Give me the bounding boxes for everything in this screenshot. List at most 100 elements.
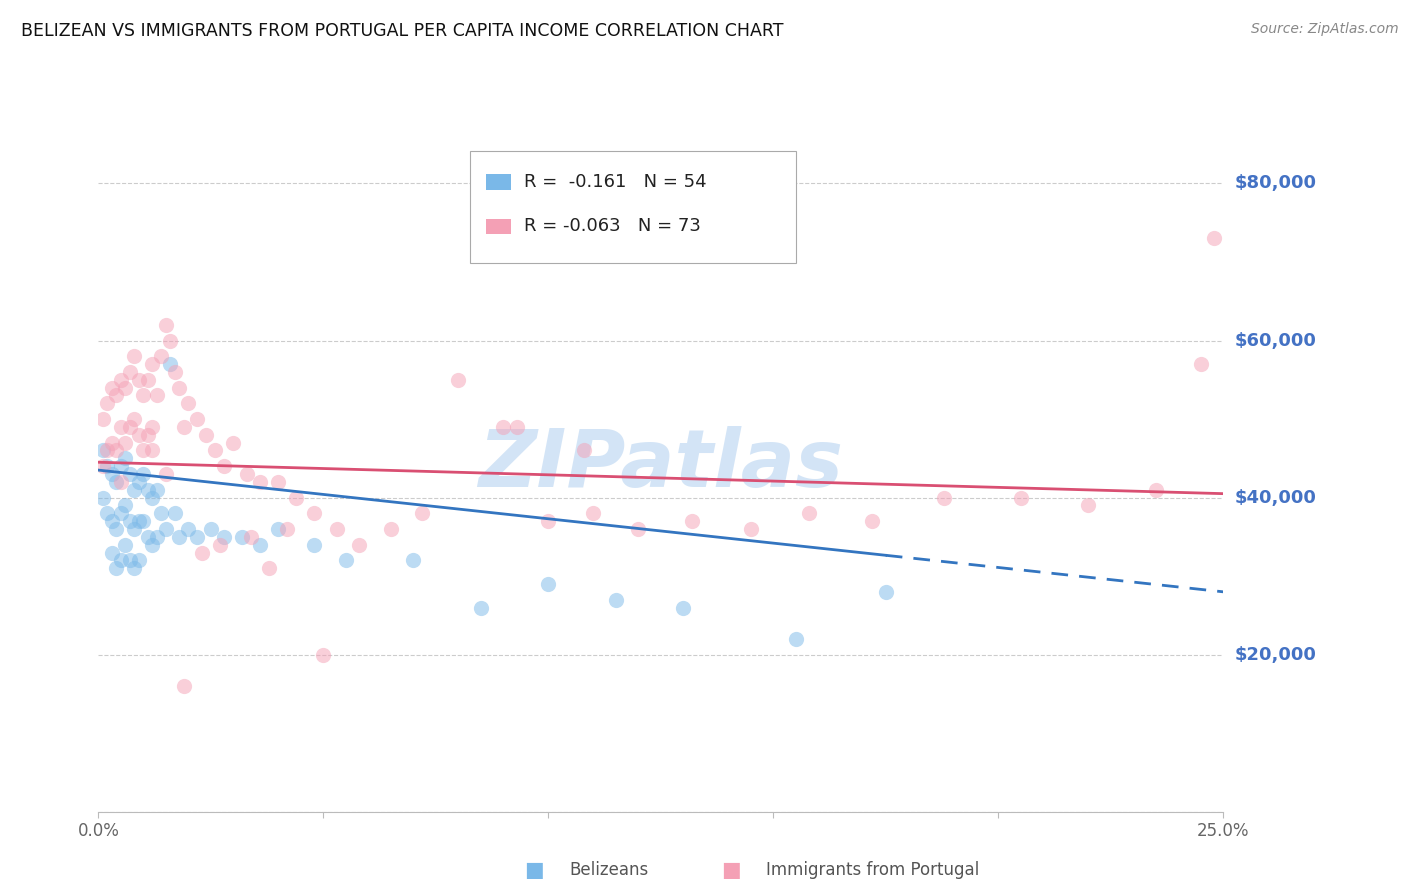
- Point: [114, 451, 136, 466]
- Point: [91, 491, 114, 505]
- Point: [214, 459, 236, 474]
- Point: [537, 577, 560, 591]
- Point: [326, 522, 349, 536]
- Point: [177, 396, 200, 410]
- Point: [155, 522, 177, 536]
- Point: [349, 538, 371, 552]
- Point: [492, 420, 515, 434]
- Point: [231, 530, 253, 544]
- Point: [141, 357, 163, 371]
- Point: [173, 420, 195, 434]
- Point: [402, 553, 425, 567]
- Point: [132, 388, 155, 402]
- Point: [128, 475, 150, 489]
- Point: [204, 443, 226, 458]
- Point: [150, 506, 173, 520]
- Point: [191, 545, 214, 559]
- Point: [150, 349, 173, 363]
- Point: [285, 491, 308, 505]
- Point: [1010, 491, 1032, 505]
- Point: [159, 357, 181, 371]
- Point: [249, 475, 271, 489]
- Point: [186, 412, 208, 426]
- Point: [132, 443, 155, 458]
- FancyBboxPatch shape: [470, 151, 796, 262]
- Point: [1077, 499, 1099, 513]
- Point: [91, 412, 114, 426]
- Point: [411, 506, 433, 520]
- Point: [118, 365, 141, 379]
- Text: $60,000: $60,000: [1234, 332, 1316, 350]
- Point: [1144, 483, 1167, 497]
- Point: [159, 334, 181, 348]
- Point: [169, 530, 191, 544]
- Point: [110, 459, 132, 474]
- Point: [875, 584, 897, 599]
- Point: [605, 592, 627, 607]
- Point: [91, 443, 114, 458]
- Point: [155, 318, 177, 332]
- Point: [537, 514, 560, 528]
- Point: [860, 514, 883, 528]
- Point: [146, 483, 169, 497]
- Point: [101, 514, 124, 528]
- Point: [114, 435, 136, 450]
- Point: [672, 600, 695, 615]
- Point: [740, 522, 762, 536]
- Point: [240, 530, 263, 544]
- Point: [136, 483, 159, 497]
- Point: [249, 538, 271, 552]
- Point: [934, 491, 956, 505]
- Point: [114, 381, 136, 395]
- Point: [1189, 357, 1212, 371]
- Point: [186, 530, 208, 544]
- Point: [105, 475, 128, 489]
- Point: [304, 506, 326, 520]
- Point: [132, 514, 155, 528]
- Text: $40,000: $40,000: [1234, 489, 1316, 507]
- Point: [146, 530, 169, 544]
- Point: [105, 522, 128, 536]
- Text: BELIZEAN VS IMMIGRANTS FROM PORTUGAL PER CAPITA INCOME CORRELATION CHART: BELIZEAN VS IMMIGRANTS FROM PORTUGAL PER…: [21, 22, 783, 40]
- Point: [118, 553, 141, 567]
- Point: [105, 388, 128, 402]
- FancyBboxPatch shape: [486, 219, 512, 235]
- Point: [304, 538, 326, 552]
- Point: [105, 443, 128, 458]
- Text: R =  -0.161   N = 54: R = -0.161 N = 54: [523, 173, 706, 191]
- Point: [259, 561, 281, 575]
- Point: [128, 373, 150, 387]
- Point: [141, 491, 163, 505]
- Point: [110, 373, 132, 387]
- Point: [627, 522, 650, 536]
- Text: Source: ZipAtlas.com: Source: ZipAtlas.com: [1251, 22, 1399, 37]
- Point: [124, 522, 146, 536]
- Point: [1204, 231, 1226, 245]
- Text: $20,000: $20,000: [1234, 646, 1316, 664]
- Point: [136, 427, 159, 442]
- Point: [267, 475, 290, 489]
- Point: [236, 467, 259, 481]
- Point: [200, 522, 222, 536]
- Point: [141, 443, 163, 458]
- Point: [312, 648, 335, 662]
- Text: ■: ■: [721, 860, 741, 880]
- Point: [136, 530, 159, 544]
- Point: [124, 412, 146, 426]
- Point: [163, 365, 186, 379]
- Point: [470, 600, 492, 615]
- Point: [118, 514, 141, 528]
- Point: [276, 522, 298, 536]
- FancyBboxPatch shape: [486, 174, 512, 190]
- Point: [447, 373, 470, 387]
- Point: [118, 420, 141, 434]
- Point: [335, 553, 357, 567]
- Point: [110, 553, 132, 567]
- Point: [163, 506, 186, 520]
- Point: [91, 459, 114, 474]
- Point: [155, 467, 177, 481]
- Point: [114, 499, 136, 513]
- Text: Belizeans: Belizeans: [569, 861, 648, 879]
- Point: [506, 420, 529, 434]
- Point: [124, 349, 146, 363]
